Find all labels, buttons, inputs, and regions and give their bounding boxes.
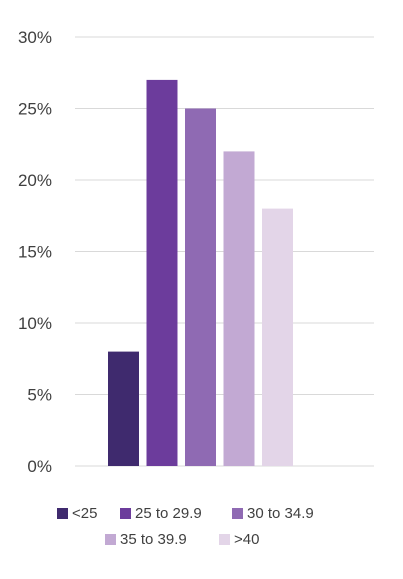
legend-swatch — [105, 534, 116, 545]
y-tick-label: 0% — [27, 457, 52, 476]
bar-4 — [262, 208, 293, 466]
legend-label: <25 — [72, 505, 97, 522]
legend-item-4: >40 — [219, 531, 259, 548]
legend-swatch — [219, 534, 230, 545]
legend-item-3: 35 to 39.9 — [105, 531, 187, 548]
legend-label: 30 to 34.9 — [247, 505, 314, 522]
bar-3 — [223, 151, 255, 466]
legend-swatch — [120, 508, 131, 519]
legend-swatch — [57, 508, 68, 519]
bars — [108, 79, 293, 467]
legend-item-2: 30 to 34.9 — [232, 505, 314, 522]
bar-2 — [185, 108, 216, 466]
bar-0 — [108, 351, 139, 466]
legend-label: 25 to 29.9 — [135, 505, 202, 522]
bar-1 — [146, 79, 178, 467]
legend: <25 25 to 29.9 30 to 34.9 35 to 39.9 >40 — [57, 505, 314, 548]
legend-item-1: 25 to 29.9 — [120, 505, 202, 522]
y-tick-label: 20% — [18, 171, 52, 190]
y-tick-label: 25% — [18, 100, 52, 119]
legend-label: >40 — [234, 531, 259, 548]
y-tick-label: 15% — [18, 243, 52, 262]
y-tick-label: 30% — [18, 28, 52, 47]
y-axis-tick-labels: 0% 5% 10% 15% 20% 25% 30% — [18, 28, 52, 476]
y-tick-label: 10% — [18, 314, 52, 333]
legend-label: 35 to 39.9 — [120, 531, 187, 548]
legend-swatch — [232, 508, 243, 519]
legend-item-0: <25 — [57, 505, 97, 522]
y-tick-label: 5% — [27, 386, 52, 405]
